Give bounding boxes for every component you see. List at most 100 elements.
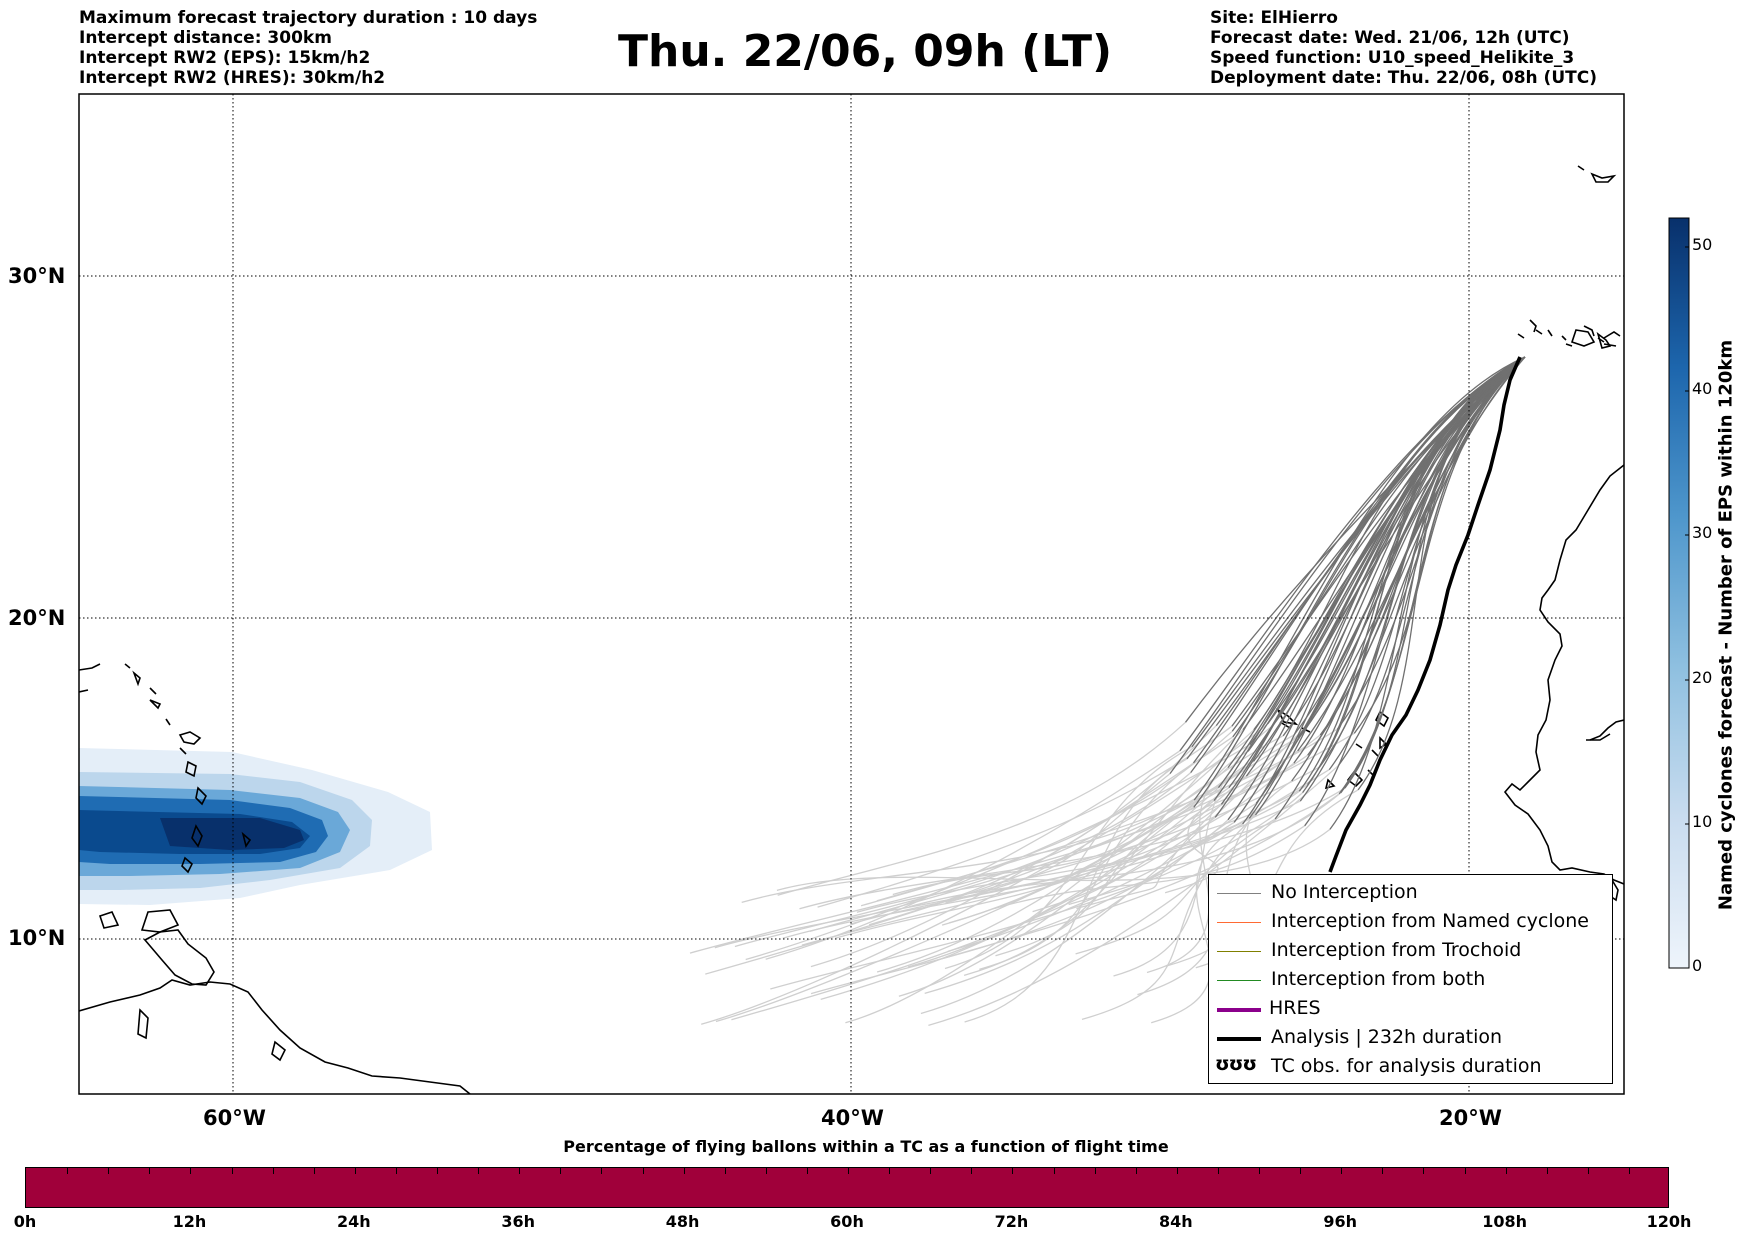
info-line: Forecast date: Wed. 21/06, 12h (UTC) <box>1210 28 1570 48</box>
flight-time-tick-label: 24h <box>336 1212 371 1231</box>
flight-time-minor-tick <box>108 1168 110 1174</box>
lon-label: 20°W <box>1439 1106 1502 1130</box>
flight-time-minor-tick <box>1505 1168 1507 1174</box>
legend-swatch <box>1217 1037 1261 1041</box>
trajectory-line <box>1299 356 1526 802</box>
trajectory-line <box>907 750 1299 968</box>
colorbar-tick: 50 <box>1692 235 1713 254</box>
trajectory-line <box>731 816 1216 1021</box>
legend-swatch <box>1217 1008 1261 1012</box>
trajectory-line <box>1113 725 1274 977</box>
trajectory-line <box>1306 356 1526 786</box>
trajectory-line <box>995 806 1195 957</box>
trajectory-line <box>705 760 1254 975</box>
flight-time-minor-tick <box>930 1168 932 1174</box>
trajectory-line <box>979 762 1194 971</box>
trajectory-line <box>975 766 1320 893</box>
flight-time-minor-tick <box>231 1168 233 1174</box>
flight-time-minor-tick <box>478 1168 480 1174</box>
flight-time-minor-tick <box>1382 1168 1384 1174</box>
trajectory-line <box>689 754 1309 954</box>
flight-time-bar <box>25 1167 1669 1208</box>
flight-time-tick-label: 0h <box>13 1212 37 1231</box>
trajectory-line <box>1318 356 1526 768</box>
trajectory-line <box>817 725 1233 908</box>
trajectory-line <box>860 730 1233 907</box>
trajectory-line <box>1336 356 1526 730</box>
trajectory-line <box>1255 356 1526 804</box>
trajectory-line <box>1297 356 1526 752</box>
flight-time-tick-label: 12h <box>172 1212 207 1231</box>
tc-obs-icon: ʊʊʊ <box>1215 1053 1257 1075</box>
trajectory-line <box>845 735 1284 1024</box>
trajectory-line <box>994 825 1306 910</box>
flight-time-tick-label: 120h <box>1646 1212 1692 1231</box>
trajectory-line <box>928 765 1339 1027</box>
flight-time-minor-tick <box>1012 1168 1014 1174</box>
flight-time-minor-tick <box>67 1168 69 1174</box>
legend-item-hres: HRES <box>1209 995 1612 1024</box>
flight-time-minor-tick <box>1546 1168 1548 1174</box>
trajectory-line <box>1228 356 1526 789</box>
flight-time-minor-tick <box>272 1168 274 1174</box>
info-line: Deployment date: Thu. 22/06, 08h (UTC) <box>1210 68 1597 88</box>
trajectory-line <box>741 767 1229 904</box>
flight-time-minor-tick <box>149 1168 151 1174</box>
trajectory-line <box>777 721 1186 896</box>
flight-time-minor-tick <box>765 1168 767 1174</box>
flight-time-tick-label: 36h <box>501 1212 536 1231</box>
lon-label: 40°W <box>821 1106 884 1130</box>
trajectory-line <box>1272 356 1526 727</box>
lat-label: 30°N <box>8 264 66 288</box>
trajectory-line <box>765 750 1181 960</box>
trajectory-line <box>770 792 1304 990</box>
trajectory-line <box>1169 356 1526 774</box>
trajectory-line <box>820 787 1219 1001</box>
info-line: Intercept RW2 (HRES): 30km/h2 <box>79 68 386 88</box>
trajectory-line <box>1249 356 1526 746</box>
legend-item-trochoid: Interception from Trochoid <box>1209 937 1612 966</box>
info-line: Intercept distance: 300km <box>79 28 332 48</box>
legend-swatch <box>1217 951 1261 952</box>
flight-time-tick-label: 108h <box>1482 1212 1527 1231</box>
trajectory-line <box>929 793 1340 963</box>
trajectory-line <box>1298 356 1526 739</box>
flight-time-minor-tick <box>1217 1168 1219 1174</box>
trajectory-line <box>734 772 1192 948</box>
legend-label: Interception from Trochoid <box>1271 939 1522 961</box>
trajectory-line <box>1329 356 1526 830</box>
flight-time-minor-tick <box>806 1168 808 1174</box>
legend-swatch <box>1217 922 1261 923</box>
colorbar-tick: 20 <box>1692 668 1713 687</box>
legend-item-tc-obs: ʊʊʊ TC obs. for analysis duration <box>1209 1053 1612 1082</box>
legend-label: Interception from Named cyclone <box>1271 910 1589 932</box>
flight-time-minor-tick <box>1628 1168 1630 1174</box>
flight-time-tick-label: 72h <box>994 1212 1029 1231</box>
lat-label: 20°N <box>8 606 66 630</box>
trajectory-line <box>745 744 1251 961</box>
colorbar-tick: 0 <box>1692 956 1703 975</box>
legend-swatch <box>1217 893 1261 894</box>
coastlines <box>79 165 1624 1094</box>
colorbar-tick: 40 <box>1692 379 1713 398</box>
info-line: Intercept RW2 (EPS): 15km/h2 <box>79 48 371 68</box>
trajectory-line <box>947 769 1330 953</box>
trajectory-line <box>1193 356 1526 808</box>
flight-time-minor-tick <box>683 1168 685 1174</box>
flight-time-minor-tick <box>313 1168 315 1174</box>
flight-time-caption: Percentage of flying ballons within a TC… <box>563 1137 1169 1156</box>
run-info-right: Site: ElHierro Forecast date: Wed. 21/06… <box>1210 8 1597 88</box>
flight-time-minor-tick <box>1300 1168 1302 1174</box>
info-line: Speed function: U10_speed_Helikite_3 <box>1210 48 1575 68</box>
legend-label: HRES <box>1269 997 1321 1019</box>
flight-time-minor-tick <box>642 1168 644 1174</box>
info-line: Maximum forecast trajectory duration : 1… <box>79 8 538 28</box>
info-line: Site: ElHierro <box>1210 8 1338 28</box>
legend-label: Analysis | 232h duration <box>1271 1026 1503 1048</box>
legend-item-named-cyclone: Interception from Named cyclone <box>1209 908 1612 937</box>
trajectory-line <box>964 758 1188 1023</box>
flight-time-minor-tick <box>519 1168 521 1174</box>
flight-time-tick-label: 96h <box>1323 1212 1358 1231</box>
colorbar-tick: 30 <box>1692 523 1713 542</box>
flight-time-minor-tick <box>560 1168 562 1174</box>
